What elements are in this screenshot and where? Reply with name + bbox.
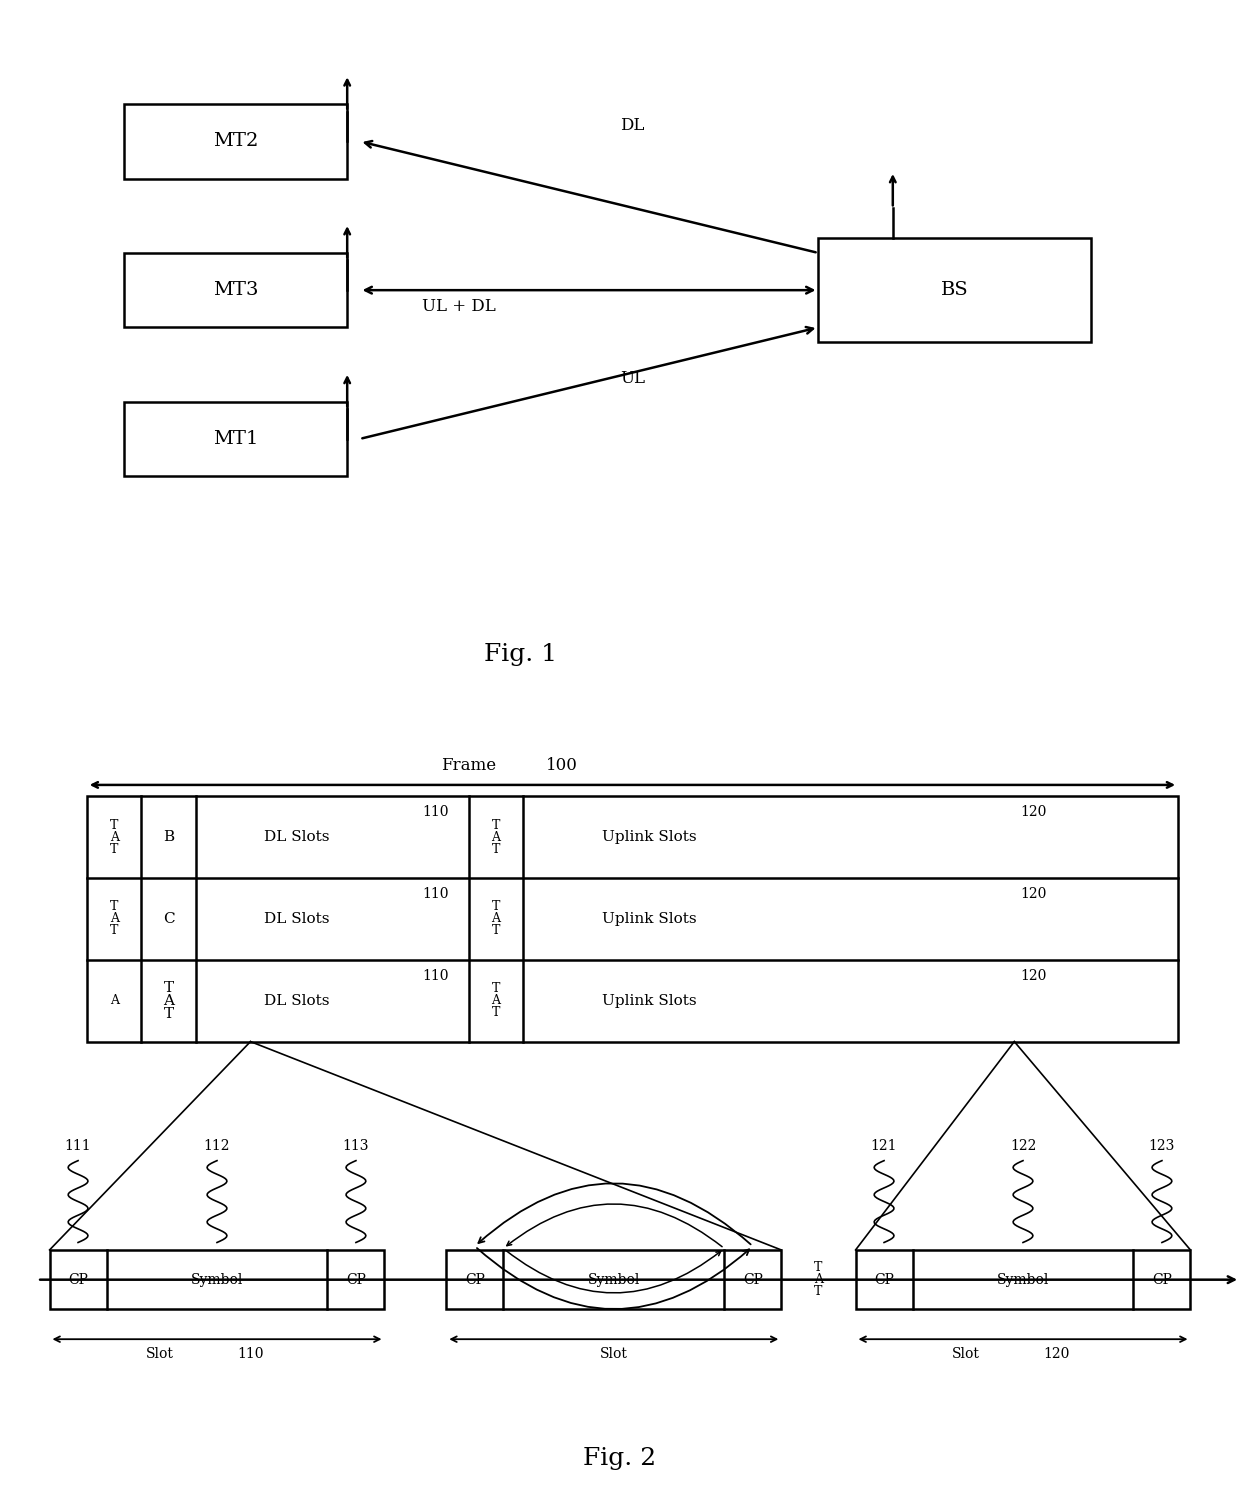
Text: UL + DL: UL + DL xyxy=(422,298,496,314)
Bar xyxy=(124,253,347,327)
Text: Slot: Slot xyxy=(952,1347,980,1360)
Text: Uplink Slots: Uplink Slots xyxy=(601,912,697,926)
Bar xyxy=(124,104,347,179)
Text: T
A
T: T A T xyxy=(491,982,501,1019)
Text: Symbol: Symbol xyxy=(588,1272,640,1287)
Text: C: C xyxy=(162,912,175,926)
Bar xyxy=(446,1250,781,1309)
Text: T
A
T: T A T xyxy=(109,818,119,856)
Bar xyxy=(818,238,1091,342)
Text: 110: 110 xyxy=(423,969,449,982)
Text: Fig. 2: Fig. 2 xyxy=(584,1446,656,1470)
Bar xyxy=(87,796,1178,1042)
Text: 110: 110 xyxy=(423,887,449,900)
Text: T
A
T: T A T xyxy=(813,1262,823,1298)
Text: Symbol: Symbol xyxy=(997,1272,1049,1287)
Text: Frame: Frame xyxy=(441,757,496,774)
Text: 120: 120 xyxy=(1021,805,1047,818)
Text: DL Slots: DL Slots xyxy=(264,994,330,1007)
Text: 120: 120 xyxy=(1043,1347,1070,1360)
Text: A: A xyxy=(109,994,119,1007)
Text: T
A
T: T A T xyxy=(109,900,119,937)
Text: 122: 122 xyxy=(1009,1140,1037,1153)
Text: MT3: MT3 xyxy=(213,281,258,299)
Text: Symbol: Symbol xyxy=(191,1272,243,1287)
Text: Uplink Slots: Uplink Slots xyxy=(601,994,697,1007)
Text: 110: 110 xyxy=(237,1347,264,1360)
Text: T
A
T: T A T xyxy=(491,818,501,856)
Text: Slot: Slot xyxy=(146,1347,174,1360)
Text: 112: 112 xyxy=(203,1140,231,1153)
Bar xyxy=(50,1250,384,1309)
Text: 113: 113 xyxy=(342,1140,370,1153)
Text: B: B xyxy=(164,830,174,844)
Bar xyxy=(856,1250,1190,1309)
Text: CP: CP xyxy=(1152,1272,1172,1287)
Text: 110: 110 xyxy=(423,805,449,818)
Bar xyxy=(124,402,347,476)
Text: BS: BS xyxy=(941,281,968,299)
Text: DL: DL xyxy=(620,118,645,134)
Text: DL Slots: DL Slots xyxy=(264,830,330,844)
Text: MT2: MT2 xyxy=(213,132,258,150)
Text: Slot: Slot xyxy=(600,1347,627,1360)
Text: T
A
T: T A T xyxy=(164,981,174,1021)
Text: CP: CP xyxy=(465,1272,485,1287)
Text: UL: UL xyxy=(620,371,645,387)
Text: T
A
T: T A T xyxy=(491,900,501,937)
Text: CP: CP xyxy=(346,1272,366,1287)
Text: 120: 120 xyxy=(1021,969,1047,982)
Text: 100: 100 xyxy=(546,757,578,774)
Text: 120: 120 xyxy=(1021,887,1047,900)
Text: 121: 121 xyxy=(870,1140,898,1153)
Text: Uplink Slots: Uplink Slots xyxy=(601,830,697,844)
Text: DL Slots: DL Slots xyxy=(264,912,330,926)
Text: MT1: MT1 xyxy=(213,430,258,448)
Text: 111: 111 xyxy=(64,1140,92,1153)
Text: CP: CP xyxy=(68,1272,88,1287)
Text: CP: CP xyxy=(874,1272,894,1287)
Text: CP: CP xyxy=(743,1272,763,1287)
Text: Fig. 1: Fig. 1 xyxy=(485,643,557,667)
Text: 123: 123 xyxy=(1148,1140,1176,1153)
